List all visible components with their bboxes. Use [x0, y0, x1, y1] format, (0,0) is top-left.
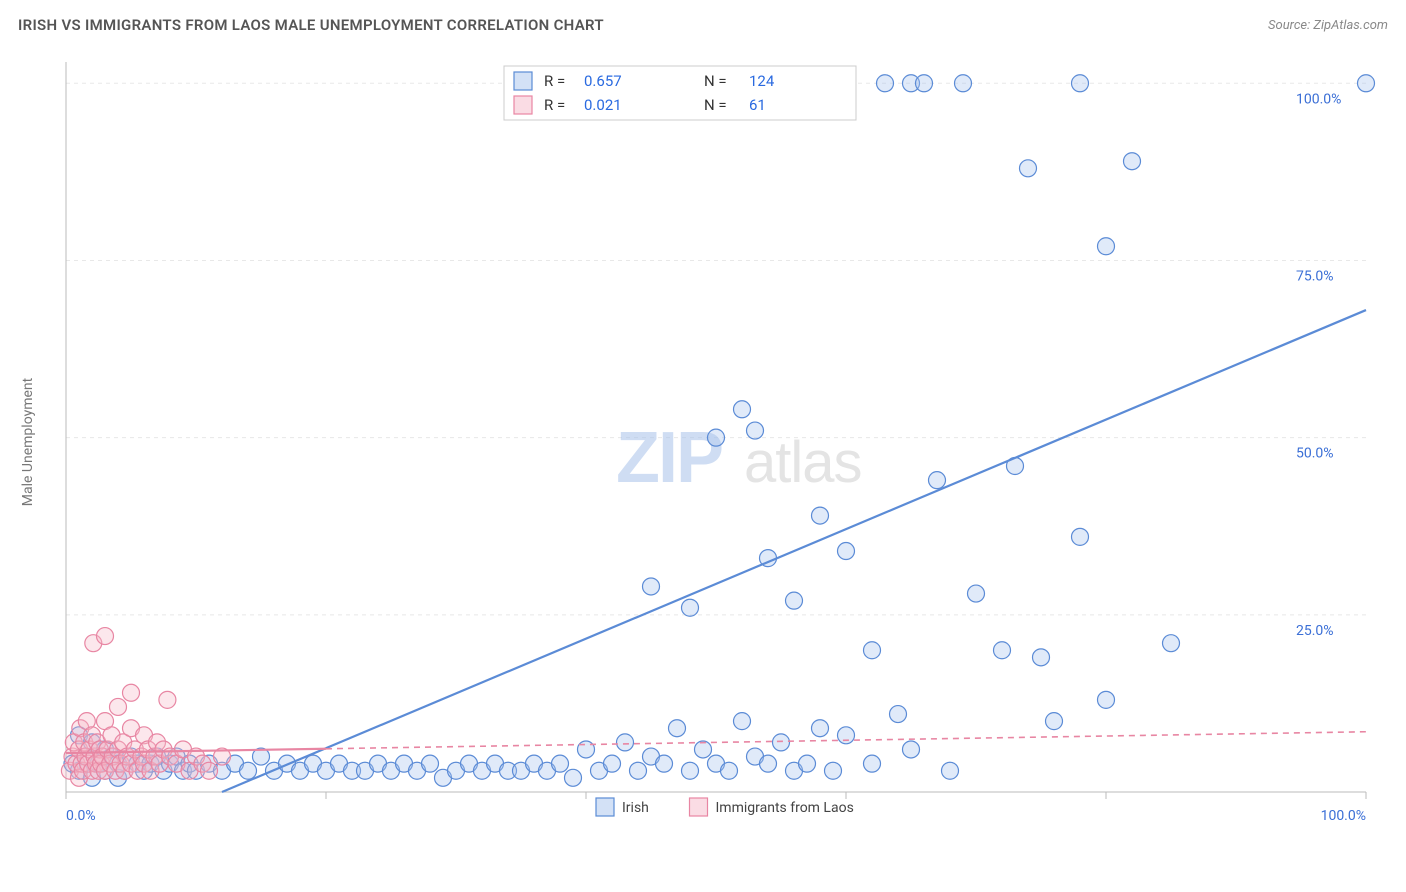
svg-text:50.0%: 50.0% [1296, 446, 1334, 462]
svg-text:0.657: 0.657 [584, 72, 622, 90]
svg-text:0.021: 0.021 [584, 96, 622, 114]
svg-text:Immigrants from Laos: Immigrants from Laos [716, 800, 854, 816]
svg-text:61: 61 [749, 96, 766, 114]
scatter-svg: ZIP atlas 0.0% 100.0% 25.0% 50.0% 75.0% 100.0% R… [56, 52, 1386, 832]
svg-text:R =: R = [544, 96, 565, 114]
chart-title: IRISH VS IMMIGRANTS FROM LAOS MALE UNEMP… [18, 16, 604, 34]
chart-header: IRISH VS IMMIGRANTS FROM LAOS MALE UNEMP… [0, 0, 1406, 40]
svg-text:25.0%: 25.0% [1296, 623, 1334, 639]
y-axis-label: Male Unemployment [18, 52, 38, 832]
chart-plot: ZIP atlas 0.0% 100.0% 25.0% 50.0% 75.0% 100.0% R… [56, 52, 1386, 832]
svg-text:100.0%: 100.0% [1296, 91, 1341, 107]
svg-text:ZIP: ZIP [616, 418, 722, 498]
svg-text:75.0%: 75.0% [1296, 268, 1334, 284]
svg-text:100.0%: 100.0% [1321, 808, 1366, 824]
chart-source: Source: ZipAtlas.com [1268, 18, 1388, 33]
svg-text:124: 124 [749, 72, 775, 90]
svg-text:Irish: Irish [622, 800, 649, 816]
svg-text:0.0%: 0.0% [66, 808, 96, 824]
svg-text:N =: N = [704, 72, 727, 90]
svg-text:atlas: atlas [744, 430, 862, 495]
svg-text:R =: R = [544, 72, 565, 90]
svg-text:N =: N = [704, 96, 727, 114]
